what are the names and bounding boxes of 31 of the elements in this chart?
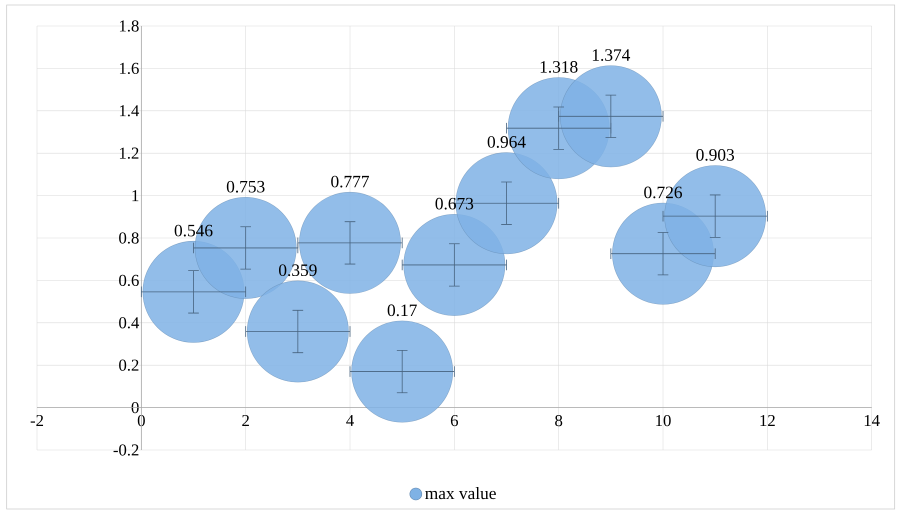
y-tick-label: 1.8	[120, 20, 139, 32]
data-label: 0.903	[696, 149, 734, 161]
x-tick-label: 12	[760, 414, 775, 426]
x-tick-label: 2	[242, 414, 249, 426]
data-label: 0.17	[388, 304, 417, 316]
data-label: 0.546	[174, 224, 212, 236]
data-label: 0.359	[279, 264, 317, 276]
data-label: 1.374	[592, 49, 630, 61]
x-tick-label: 14	[864, 414, 880, 426]
data-label: 0.673	[436, 198, 474, 210]
x-tick-label: 10	[656, 414, 671, 426]
x-tick-label: -2	[30, 414, 44, 426]
data-label: 1.318	[540, 61, 578, 73]
legend-label: max value	[425, 486, 496, 500]
data-label: 0.777	[331, 176, 370, 188]
y-tick-label: 0.6	[119, 274, 139, 286]
y-tick-label: 1.6	[120, 62, 139, 74]
y-tick-label: 1	[132, 190, 138, 202]
y-tick-label: 0.2	[119, 360, 138, 371]
data-label: 0.753	[226, 180, 265, 193]
y-tick-label: 1.4	[120, 105, 140, 116]
data-label: 0.964	[488, 136, 526, 148]
x-tick-label: 4	[346, 414, 354, 426]
data-label: 0.726	[644, 186, 682, 198]
y-tick-label: -0.2	[114, 444, 138, 456]
y-tick-label: 0.8	[119, 232, 139, 244]
y-tick-label: 0.4	[119, 317, 140, 328]
y-tick-label: 0	[132, 402, 139, 414]
y-tick-label: 1.2	[120, 148, 138, 159]
x-tick-label: 8	[555, 414, 562, 426]
x-tick-label: 6	[450, 414, 458, 426]
